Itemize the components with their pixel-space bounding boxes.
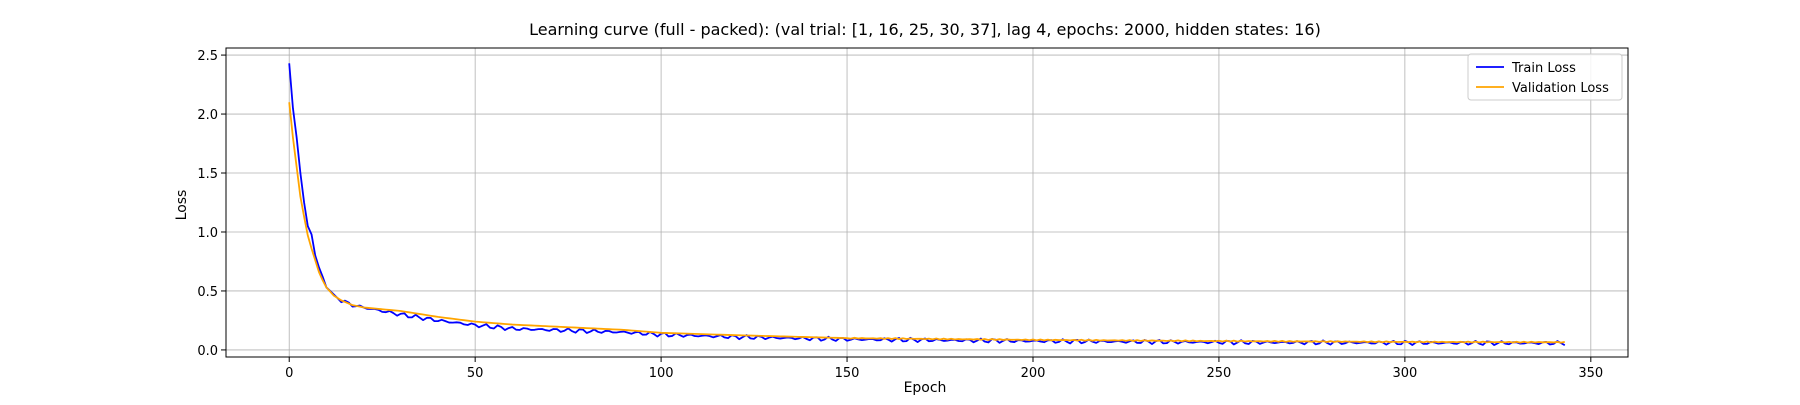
legend-label: Validation Loss xyxy=(1512,81,1609,96)
legend-label: Train Loss xyxy=(1511,61,1576,76)
y-axis-label: Loss xyxy=(174,190,190,221)
x-tick-label: 350 xyxy=(1578,366,1603,381)
y-tick-label: 2.5 xyxy=(197,49,218,64)
x-tick-label: 150 xyxy=(835,366,860,381)
x-tick-label: 50 xyxy=(467,366,484,381)
x-axis-label: Epoch xyxy=(904,380,947,396)
series-lines xyxy=(288,63,1566,347)
series-line-train-loss xyxy=(288,63,1566,347)
x-tick-label: 200 xyxy=(1021,366,1046,381)
x-tick-label: 100 xyxy=(649,366,674,381)
y-tick-label: 0.0 xyxy=(197,344,218,359)
legend-box xyxy=(1467,53,1623,101)
x-tick-label: 250 xyxy=(1207,366,1232,381)
grid xyxy=(226,48,1628,357)
x-tick-label: 300 xyxy=(1392,366,1417,381)
x-tick-label: 0 xyxy=(285,366,293,381)
plot-frame xyxy=(225,47,1629,358)
axis-ticks: 0 50 100 150 200 250 300 350 0.0 0.5 1.0 1.5 2.0 2.5 xyxy=(197,49,1603,381)
y-tick-label: 0.5 xyxy=(197,285,218,300)
y-tick-label: 1.5 xyxy=(197,167,218,182)
legend: Train Loss Validation Loss xyxy=(1467,53,1623,101)
y-tick-label: 2.0 xyxy=(197,108,218,123)
series-line-validation-loss xyxy=(288,102,1565,344)
chart-title: Learning curve (full - packed): (val tri… xyxy=(529,20,1321,39)
y-tick-label: 1.0 xyxy=(197,226,218,241)
